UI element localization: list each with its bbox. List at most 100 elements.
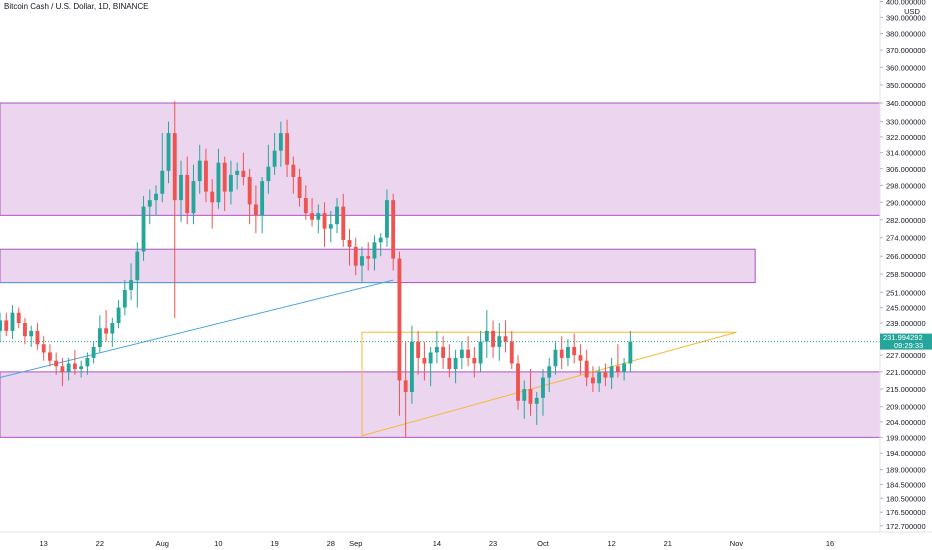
candle-body [378, 237, 383, 243]
candle-body [222, 162, 227, 192]
x-tick-label: Sep [349, 539, 362, 548]
candle-body [141, 206, 146, 252]
candle-body [372, 242, 377, 259]
candle-body [553, 349, 558, 367]
candle-body [322, 213, 327, 229]
candle-body [116, 307, 121, 324]
y-tick-label: 176.500000 [886, 508, 926, 517]
candle-body [403, 380, 408, 392]
candle-body [466, 349, 471, 358]
x-tick-label: 28 [327, 539, 335, 548]
y-tick-label: 204.000000 [886, 418, 926, 427]
y-tick-label: 221.000000 [886, 368, 926, 377]
candle-body [441, 346, 446, 358]
candle-body [541, 377, 545, 398]
price-axis [880, 0, 932, 550]
y-tick-label: 330.000000 [886, 118, 926, 127]
y-tick-label: 340.000000 [886, 99, 926, 108]
candle-body [584, 360, 589, 378]
candle-body [503, 336, 508, 342]
y-tick-label: 189.000000 [886, 466, 926, 475]
candle-body [516, 363, 520, 401]
candle-body [135, 251, 140, 281]
y-tick-label: 227.000000 [886, 351, 926, 360]
candle-body [484, 330, 489, 342]
candle-body [341, 206, 346, 240]
y-tick-label: 274.000000 [886, 234, 926, 243]
candle-body [23, 323, 27, 337]
candle-body [204, 160, 208, 192]
x-tick-label: 23 [489, 539, 497, 548]
candle-body [628, 341, 633, 364]
candle-body [478, 341, 483, 364]
y-tick-label: 322.000000 [886, 133, 926, 142]
chart-title: Bitcoin Cash / U.S. Dollar, 1D, BINANCE [4, 2, 149, 11]
candle-body [622, 363, 627, 372]
candle-body [210, 191, 215, 203]
candle-body [253, 204, 258, 216]
y-tick-label: 360.000000 [886, 63, 926, 72]
candle-body [547, 366, 552, 378]
candle-body [160, 170, 165, 194]
candle-body [428, 352, 433, 364]
candle-body [434, 346, 439, 353]
candle-body [166, 133, 171, 171]
candle-body [85, 357, 90, 367]
candle-body [491, 330, 495, 347]
x-tick-label: 12 [607, 539, 615, 548]
zone-rect-2 [0, 248, 756, 284]
candle-body [0, 320, 2, 331]
y-tick-label: 290.000000 [886, 198, 926, 207]
x-tick-label: Oct [537, 539, 550, 548]
x-tick-label: 10 [214, 539, 222, 548]
candle-body [66, 363, 71, 372]
y-tick-label: 306.000000 [886, 165, 926, 174]
candle-body [391, 200, 396, 259]
y-tick-label: 199.000000 [886, 433, 926, 442]
y-tick-label: 180.500000 [886, 494, 926, 503]
candle-body [129, 280, 133, 290]
candle-body [310, 213, 314, 220]
candle-body [534, 397, 539, 404]
y-tick-label: 314.000000 [886, 149, 926, 158]
candle-body [185, 174, 190, 214]
candle-body [291, 164, 296, 177]
candle-body [154, 193, 158, 201]
y-tick-label: 172.700000 [886, 522, 926, 531]
candle-body [122, 289, 127, 308]
candle-body [590, 377, 595, 384]
last-price-label: 231.994292 [883, 333, 923, 342]
y-tick-label: 282.000000 [886, 216, 926, 225]
zone-rect-3 [0, 371, 881, 438]
candle-body [97, 328, 102, 347]
y-tick-label: 298.000000 [886, 181, 926, 190]
candle-body [47, 352, 52, 361]
y-tick-label: 400.000000 [886, 0, 926, 7]
candle-body [35, 330, 40, 345]
candle-body [260, 181, 265, 216]
y-tick-label: 251.000000 [886, 288, 926, 297]
y-tick-label: 245.000000 [886, 304, 926, 313]
x-tick-label: Aug [156, 539, 169, 548]
candle-body [41, 344, 46, 353]
candle-body [422, 357, 427, 364]
zone-rect-1 [0, 102, 881, 216]
candle-body [397, 258, 402, 381]
candle-body [578, 355, 583, 361]
candle-body [509, 341, 514, 364]
candle-body [72, 363, 77, 370]
y-tick-label: 239.000000 [886, 319, 926, 328]
y-tick-label: 390.000000 [886, 13, 926, 22]
unit-label: USD [904, 7, 920, 16]
x-tick-label: 21 [664, 539, 672, 548]
y-tick-label: 215.000000 [886, 385, 926, 394]
candle-body [241, 170, 246, 177]
candle-body [459, 349, 464, 358]
countdown-label: 09:29:33 [894, 341, 923, 350]
x-tick-label: 16 [826, 539, 834, 548]
candle-body [191, 181, 196, 214]
candle-body [615, 366, 620, 372]
y-tick-label: 380.000000 [886, 30, 926, 39]
x-tick-label: 22 [96, 539, 104, 548]
